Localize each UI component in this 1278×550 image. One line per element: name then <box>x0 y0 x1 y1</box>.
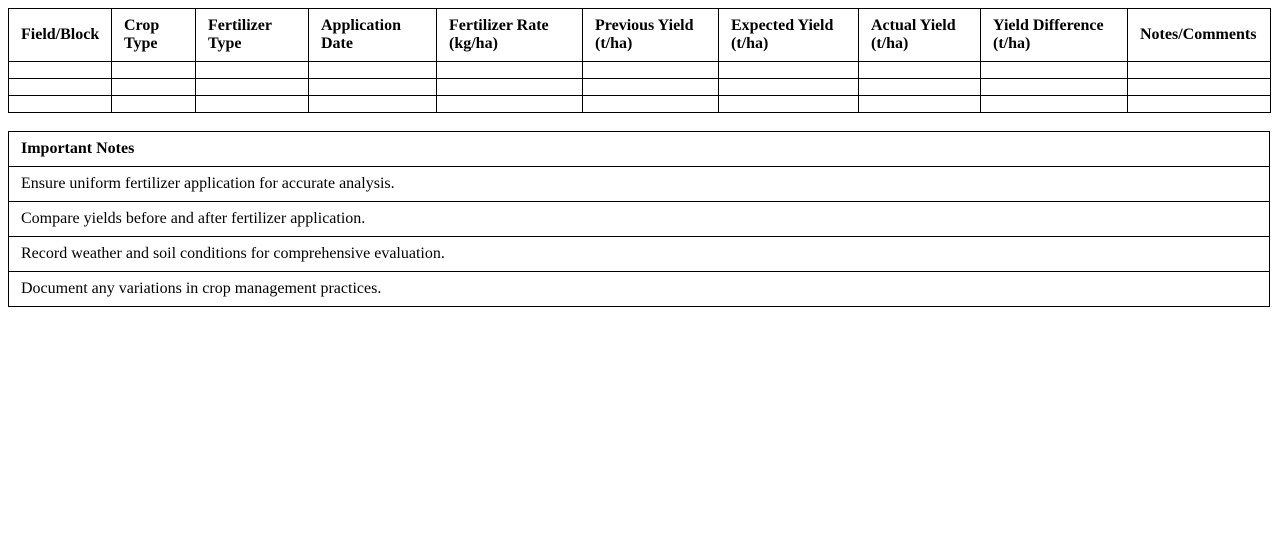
table-body <box>8 61 1271 113</box>
table-cell <box>718 95 859 113</box>
note-text: Record weather and soil conditions for c… <box>8 236 1270 272</box>
table-cell <box>308 61 437 79</box>
table-cell <box>111 78 196 96</box>
header-crop-type: Crop Type <box>111 8 196 62</box>
table-cell <box>718 61 859 79</box>
note-text: Ensure uniform fertilizer application fo… <box>8 166 1270 202</box>
list-item: Compare yields before and after fertiliz… <box>8 201 1270 237</box>
list-item: Record weather and soil conditions for c… <box>8 236 1270 272</box>
header-field-block: Field/Block <box>8 8 112 62</box>
list-item: Document any variations in crop manageme… <box>8 271 1270 307</box>
table-cell <box>195 95 309 113</box>
important-notes-table: Important Notes Ensure uniform fertilize… <box>8 131 1270 307</box>
header-actual-yield: Actual Yield (t/ha) <box>858 8 981 62</box>
note-text: Document any variations in crop manageme… <box>8 271 1270 307</box>
header-notes-comments: Notes/Comments <box>1127 8 1271 62</box>
table-cell <box>858 78 981 96</box>
table-cell <box>718 78 859 96</box>
table-cell <box>1127 78 1271 96</box>
header-expected-yield: Expected Yield (t/ha) <box>718 8 859 62</box>
header-application-date: Application Date <box>308 8 437 62</box>
table-cell <box>195 78 309 96</box>
table-header: Field/Block Crop Type Fertilizer Type Ap… <box>8 8 1271 62</box>
table-cell <box>8 95 112 113</box>
table-cell <box>980 61 1128 79</box>
notes-header: Important Notes <box>8 131 1270 167</box>
table-cell <box>858 61 981 79</box>
notes-title-row: Important Notes <box>8 131 1270 167</box>
header-previous-yield: Previous Yield (t/ha) <box>582 8 719 62</box>
table-cell <box>111 95 196 113</box>
yield-tracking-table: Field/Block Crop Type Fertilizer Type Ap… <box>8 8 1271 113</box>
note-text: Compare yields before and after fertiliz… <box>8 201 1270 237</box>
header-fertilizer-rate: Fertilizer Rate (kg/ha) <box>436 8 583 62</box>
table-row <box>8 61 1271 79</box>
page: Field/Block Crop Type Fertilizer Type Ap… <box>8 8 1271 307</box>
table-row <box>8 95 1271 113</box>
table-cell <box>8 78 112 96</box>
table-cell <box>858 95 981 113</box>
list-item: Ensure uniform fertilizer application fo… <box>8 166 1270 202</box>
table-cell <box>436 95 583 113</box>
table-cell <box>8 61 112 79</box>
table-cell <box>111 61 196 79</box>
table-cell <box>308 95 437 113</box>
header-yield-difference: Yield Difference (t/ha) <box>980 8 1128 62</box>
table-cell <box>582 78 719 96</box>
notes-title: Important Notes <box>8 131 1270 167</box>
table-cell <box>195 61 309 79</box>
table-cell <box>980 78 1128 96</box>
table-cell <box>436 78 583 96</box>
header-row: Field/Block Crop Type Fertilizer Type Ap… <box>8 8 1271 62</box>
table-cell <box>582 61 719 79</box>
notes-body: Ensure uniform fertilizer application fo… <box>8 166 1270 307</box>
table-cell <box>980 95 1128 113</box>
header-fertilizer-type: Fertilizer Type <box>195 8 309 62</box>
table-cell <box>308 78 437 96</box>
table-cell <box>1127 95 1271 113</box>
table-cell <box>436 61 583 79</box>
table-row <box>8 78 1271 96</box>
table-cell <box>1127 61 1271 79</box>
table-cell <box>582 95 719 113</box>
